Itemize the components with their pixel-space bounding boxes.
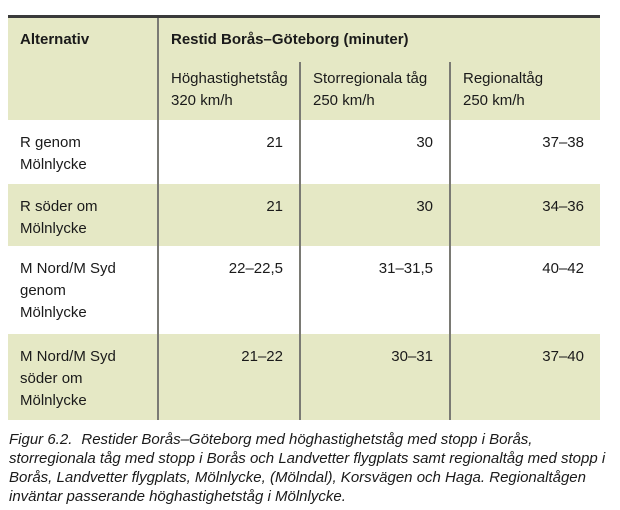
figure-page: Alternativ Restid Borås–Göteborg (minute… [0,15,620,510]
column-header-regionaltag: Regionaltåg 250 km/h [449,61,600,120]
table-row: R genom Mölnlycke 21 30 37–38 [8,119,600,184]
figure-caption: Figur 6.2. Restider Borås–Göteborg med hö… [9,430,614,506]
row-label-cell: M Nord/M Syd genom Mölnlycke [8,245,158,334]
value-cell: 21–22 [157,333,300,420]
row-label-cell: R genom Mölnlycke [8,119,158,184]
value-cell: 40–42 [449,245,600,334]
value-cell: 31–31,5 [299,245,450,334]
caption-figure-number: Figur 6.2. [9,430,73,448]
group-header-restid: Restid Borås–Göteborg (minuter) [157,16,600,62]
table-row: R söder om Mölnlycke 21 30 34–36 [8,183,600,246]
row-label-cell: M Nord/M Syd söder om Mölnlycke [8,333,158,420]
row-label-cell: R söder om Mölnlycke [8,183,158,246]
travel-time-table: Alternativ Restid Borås–Göteborg (minute… [8,15,600,420]
value-cell: 30 [299,119,450,184]
value-cell: 22–22,5 [157,245,300,334]
value-cell: 30–31 [299,333,450,420]
column-header-storregionala: Storregionala tåg 250 km/h [299,61,450,120]
value-cell: 37–40 [449,333,600,420]
value-cell: 34–36 [449,183,600,246]
table-row: M Nord/M Syd söder om Mölnlycke 21–22 30… [8,333,600,420]
caption-text: Restider Borås–Göteborg med höghastighet… [9,430,606,505]
corner-header-alternativ: Alternativ [8,16,158,120]
value-cell: 21 [157,119,300,184]
value-cell: 30 [299,183,450,246]
column-header-hoghastighetstag: Höghastighetståg 320 km/h [157,61,300,120]
value-cell: 21 [157,183,300,246]
table-row: M Nord/M Syd genom Mölnlycke 22–22,5 31–… [8,245,600,334]
value-cell: 37–38 [449,119,600,184]
